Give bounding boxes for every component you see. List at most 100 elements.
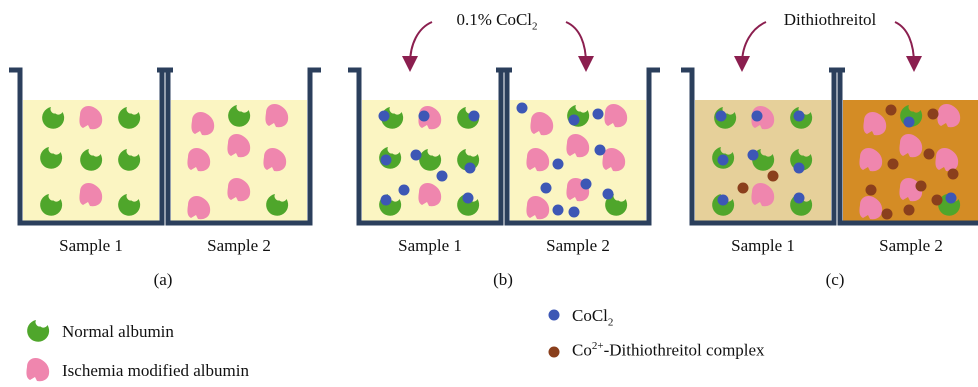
complex-dot <box>947 168 959 180</box>
arrow-dtt-to-sample1 <box>734 21 767 72</box>
complex-dot <box>927 108 939 120</box>
cocl2-dot <box>464 162 476 174</box>
legend-icons <box>26 309 560 382</box>
ischemia-albumin-icon <box>863 112 887 136</box>
cocl2-dot <box>378 110 390 122</box>
ischemia-albumin-icon <box>79 183 103 207</box>
ischemia-albumin-icon <box>604 104 628 128</box>
normal-albumin-icon <box>40 147 63 169</box>
legend-cocl2-label: CoCl2 <box>572 306 613 328</box>
legend-complex-prefix: Co <box>572 340 592 360</box>
cocl2-dot <box>715 110 727 122</box>
cocl2-dot <box>568 206 580 218</box>
legend-cocl2-text: CoCl <box>572 306 608 325</box>
reagent-cocl2-subscript: 2 <box>532 20 538 33</box>
container-5 <box>829 67 978 226</box>
ischemia-albumin-icon <box>751 183 775 207</box>
complex-dot <box>915 180 927 192</box>
panel-a-caption: (a) <box>153 270 173 289</box>
normal-albumin-icon <box>266 194 289 216</box>
complex-dot <box>767 170 779 182</box>
ischemia-albumin-icon <box>79 106 103 130</box>
container-3 <box>496 67 660 226</box>
ischemia-albumin-icon <box>530 112 554 136</box>
ischemia-albumin-icon <box>265 104 289 128</box>
cocl2-dot <box>462 192 474 204</box>
arrow-cocl2-to-sample1 <box>402 21 433 72</box>
legend-cocl2-subscript: 2 <box>607 316 614 329</box>
normal-albumin-icon <box>228 105 251 127</box>
cocl2-dot <box>552 158 564 170</box>
panel-a-sample1-label: Sample 1 <box>59 236 123 255</box>
cocl2-dot <box>945 192 957 204</box>
ischemia-albumin-icon <box>935 148 959 172</box>
normal-albumin-icon <box>118 194 141 216</box>
normal-albumin-icon <box>457 107 480 129</box>
normal-albumin-icon <box>40 194 63 216</box>
ischemia-albumin-icon <box>526 196 550 220</box>
ischemia-albumin-icon <box>602 148 626 172</box>
cocl2-dot <box>380 154 392 166</box>
cocl2-dot <box>747 149 759 161</box>
cocl2-dot <box>380 194 392 206</box>
legend-normal-albumin-icon <box>27 320 50 342</box>
normal-albumin-icon <box>419 149 442 171</box>
cocl2-dot <box>717 154 729 166</box>
container-layer <box>9 67 978 226</box>
legend-complex-rest: -Dithiothreitol complex <box>603 340 765 360</box>
particle-layer <box>40 102 961 220</box>
ischemia-albumin-icon <box>187 148 211 172</box>
ischemia-albumin-icon <box>859 148 883 172</box>
ischemia-albumin-icon <box>859 196 883 220</box>
cocl2-dot <box>552 204 564 216</box>
cocl2-dot <box>568 114 580 126</box>
arrow-cocl2-to-sample2 <box>565 21 594 72</box>
cocl2-dot <box>436 170 448 182</box>
ischemia-albumin-icon <box>418 183 442 207</box>
reagent-cocl2-label: 0.1% CoCl2 <box>456 10 537 32</box>
complex-dot <box>887 158 899 170</box>
ischemia-albumin-icon <box>191 112 215 136</box>
complex-dot <box>931 194 943 206</box>
reagent-dithiothreitol-label: Dithiothreitol <box>783 10 877 29</box>
cocl2-dot <box>717 194 729 206</box>
cocl2-dot <box>468 110 480 122</box>
panel-c-sample2-label: Sample 2 <box>879 236 943 255</box>
legend-complex-icon <box>548 346 560 358</box>
normal-albumin-icon <box>457 194 480 216</box>
arrow-dtt-to-sample2 <box>894 21 922 72</box>
legend-complex-label: Co2+-Dithiothreitol complex <box>572 340 765 361</box>
panel-c-sample1-label: Sample 1 <box>731 236 795 255</box>
normal-albumin-icon <box>80 149 103 171</box>
ischemia-albumin-icon <box>937 104 961 128</box>
cocl2-dot <box>793 162 805 174</box>
cocl2-dot <box>516 102 528 114</box>
legend-cocl2-icon <box>548 309 560 321</box>
cocl2-dot <box>751 110 763 122</box>
ischemia-albumin-icon <box>187 196 211 220</box>
normal-albumin-icon <box>118 149 141 171</box>
legend-ischemia-albumin-icon <box>26 358 50 382</box>
cocl2-dot <box>398 184 410 196</box>
panel-c-caption: (c) <box>825 270 845 289</box>
complex-dot <box>881 208 893 220</box>
cocl2-dot <box>793 110 805 122</box>
cocl2-dot <box>418 110 430 122</box>
legend-normal-albumin-label: Normal albumin <box>62 322 174 341</box>
cocl2-dot <box>594 144 606 156</box>
normal-albumin-icon <box>605 194 628 216</box>
reagent-cocl2-text: 0.1% CoCl <box>456 10 533 29</box>
ischemia-albumin-icon <box>566 134 590 158</box>
normal-albumin-icon <box>42 107 65 129</box>
cocl2-dot <box>793 192 805 204</box>
cocl2-dot <box>903 116 915 128</box>
ischemia-albumin-icon <box>227 178 251 202</box>
ischemia-albumin-icon <box>227 134 251 158</box>
cocl2-dot <box>540 182 552 194</box>
container-1 <box>157 67 321 226</box>
cocl2-dot <box>602 188 614 200</box>
cocl2-dot <box>410 149 422 161</box>
cocl2-dot <box>592 108 604 120</box>
complex-dot <box>737 182 749 194</box>
